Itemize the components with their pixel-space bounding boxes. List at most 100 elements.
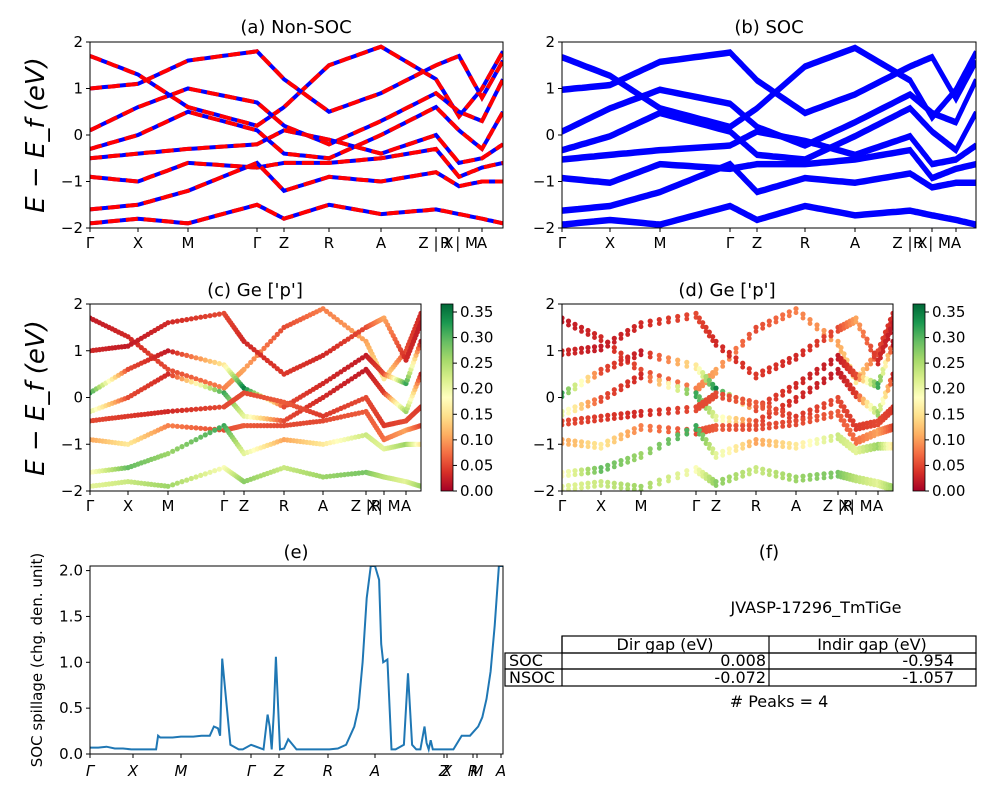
table-row-soc-label: SOC [509,651,543,670]
band-5-point-soc [618,436,624,442]
band-0-point [268,338,274,344]
band-6-point-soc [726,450,732,456]
band-0-point [334,317,340,323]
band-0-point [565,318,572,324]
band-5-point [773,420,779,426]
table-header-dir: Dir gap (eV) [617,635,714,654]
ytick-label: 0 [545,389,555,407]
band-0-point-soc [890,315,893,320]
band-0-point [241,366,247,372]
band-7-point [760,466,766,472]
band-2-point [625,354,631,360]
band-7-point-soc [828,474,834,480]
band-1-point [700,320,706,326]
band-5-point [841,418,847,424]
band-6-point [740,441,746,447]
band-2-point-soc [585,378,591,384]
band-7-point [713,479,719,485]
band-0-point [562,315,565,321]
band-0-point [821,327,827,334]
band-3-point [864,399,870,405]
band-1-point [618,331,624,337]
band-4-point [835,394,841,401]
band-2-point [585,374,591,380]
band-4-point-soc [618,415,624,421]
band-7-point-soc [766,472,772,478]
band-4-point-soc [860,425,866,431]
band-2-point-soc [864,380,870,386]
band-0-point [890,310,893,316]
band-0-point-soc [853,380,859,386]
band-1-point [860,329,866,335]
band-1-point [598,343,604,349]
band-0-point-soc [864,366,870,372]
band-2-point [706,377,712,383]
band-1-point [174,318,180,324]
band-1-point-soc [625,332,631,337]
band-5-point-soc [638,427,644,432]
band-3-point [565,406,572,412]
band-1-point-soc [746,370,752,376]
band-7-point-soc [740,473,746,479]
band-6-point [418,441,421,447]
band-7-point-soc [890,487,893,491]
band-5-point [578,439,585,445]
band-7-point-soc [807,477,813,482]
band-2-point-soc [684,364,690,369]
band-4-point-soc [696,406,702,411]
band-6-point [665,437,672,443]
band-2-line-b [562,81,976,149]
band-2-line-a [562,78,976,147]
band-3-point [720,414,726,420]
band-1-point-soc [878,355,883,361]
table-header-indir: Indir gap (eV) [817,635,927,654]
band-2-point-soc [780,392,786,398]
band-2-point-soc [666,359,671,365]
band-5-point-soc [605,442,611,448]
colorbar-tick-label: 0.30 [460,329,493,347]
band-5-point [618,432,624,438]
band-2-point-soc [807,375,813,381]
ytick-label: 1 [73,80,83,98]
band-4-point [193,406,199,412]
band-4-point [591,414,598,420]
band-4-point-soc [592,418,597,424]
ytick-label: −2 [61,482,83,500]
band-2-point-soc [625,358,631,364]
band-2-point-soc [656,357,662,362]
band-5-point-soc [807,419,813,425]
xtick-label: M [471,762,484,780]
band-1-point-soc [875,361,881,367]
panel-d: 210−1−2Γ X M Γ Z R A Z |RX| M A0.350.300.250.200… [533,295,966,515]
band-3-point [656,377,662,383]
colorbar-tick-label: 0.20 [460,380,493,398]
band-0-point [720,359,726,365]
band-7-point-soc [746,471,752,477]
band-4-point [562,418,565,424]
band-3-point-soc [675,388,681,393]
band-7-point [800,473,806,479]
band-5-point [647,423,653,429]
xtick-label: Γ [86,234,95,252]
band-7-point [202,471,208,477]
band-0-point [585,327,591,334]
band-5-point-soc [562,441,565,446]
band-7-point-soc [814,476,820,481]
band-6-point-soc [675,436,681,442]
band-7-point [207,469,213,475]
band-0-point [814,322,820,328]
band-7-point [786,472,792,478]
band-6-point-soc [807,442,813,448]
band-7-line-dashed [90,202,503,226]
colorbar-tick-label: 0.30 [932,329,965,347]
band-6-point-soc [868,447,874,453]
band-6-point [565,468,572,475]
band-5-point [565,437,572,443]
band-3-point-soc [585,403,591,409]
band-3-point [611,387,617,393]
band-4-point-soc [857,426,863,432]
band-4-point [165,408,171,415]
xtick-label: Z [711,497,721,515]
band-3-point-soc [618,387,624,393]
